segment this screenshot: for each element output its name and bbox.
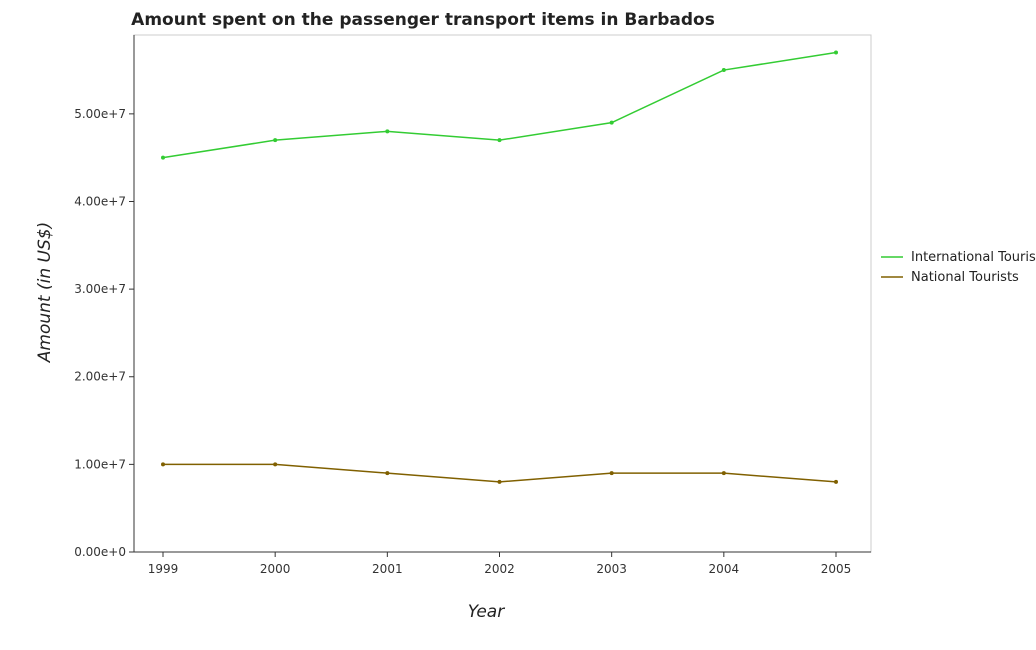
y-tick-label: 1.00e+7: [74, 457, 126, 471]
x-axis-label: Year: [468, 602, 505, 622]
y-axis-label: Amount (in US$): [35, 222, 55, 363]
international-tourists-point: [609, 120, 614, 125]
international-tourists-point: [161, 155, 165, 160]
x-tick-label: 2004: [709, 562, 740, 576]
national-tourists-point: [497, 479, 502, 484]
x-tick-label: 2002: [484, 562, 515, 576]
y-tick-label: 0.00e+0: [74, 545, 126, 559]
chart-title: Amount spent on the passenger transport …: [131, 10, 715, 30]
national-tourists-point: [609, 471, 614, 476]
international-tourists-point: [834, 50, 838, 55]
y-tick-label: 5.00e+7: [74, 107, 126, 121]
national-tourists-point: [273, 462, 278, 467]
legend-label-national-tourists: National Tourists: [911, 270, 1019, 285]
x-tick-label: 2003: [596, 562, 627, 576]
series-lines: [161, 50, 838, 484]
x-tick-label: 2005: [821, 562, 852, 576]
legend: International Tourists National Tourists: [881, 250, 1036, 285]
x-tick-label: 2000: [260, 562, 291, 576]
national-tourists-point: [721, 471, 726, 476]
y-tick-label: 3.00e+7: [74, 282, 126, 296]
y-tick-label: 2.00e+7: [74, 370, 126, 384]
international-tourists-point: [721, 68, 726, 73]
x-tick-label: 1999: [148, 562, 179, 576]
x-tick-label: 2001: [372, 562, 403, 576]
y-tick-label: 4.00e+7: [74, 194, 126, 208]
legend-label-international-tourists: International Tourists: [911, 250, 1036, 265]
national-tourists-point: [161, 462, 165, 467]
international-tourists-point: [497, 138, 502, 143]
national-tourists-point: [385, 471, 390, 476]
national-tourists-point: [834, 479, 838, 484]
international-tourists-point: [385, 129, 390, 134]
international-tourists-point: [273, 138, 278, 143]
axis-ticks: 1999 2000 2001 2002 2003 2004 2005 0.00e+0 1.00e…: [74, 35, 871, 576]
